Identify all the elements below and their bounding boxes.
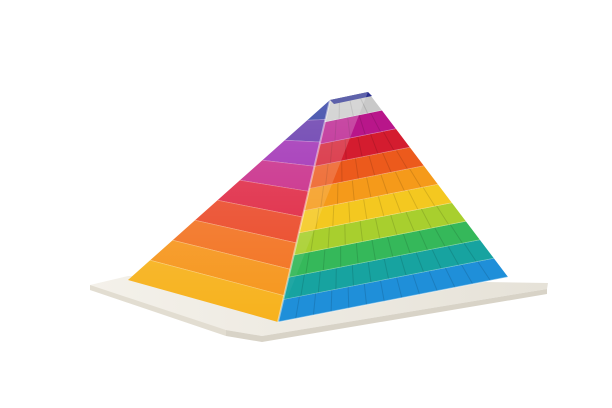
front-face-tile-line	[351, 180, 355, 202]
front-face-tile-line	[370, 133, 379, 155]
front-face-tile-line	[344, 224, 346, 246]
front-face-tile-line	[363, 199, 368, 220]
front-face-tile-line	[395, 149, 409, 170]
front-face-tile-line	[327, 227, 330, 249]
front-face-tile-line	[330, 290, 333, 312]
front-face-tile-line	[390, 214, 398, 236]
front-face-tile-line	[377, 196, 385, 217]
front-face-tile-line	[392, 193, 402, 214]
front-face-tile-line	[422, 187, 436, 207]
front-face-tile-line	[358, 115, 366, 136]
front-face-tile-line	[399, 255, 407, 276]
front-face-row	[283, 240, 494, 300]
front-face-tile-line	[444, 267, 456, 288]
front-face-tile-line	[409, 168, 422, 189]
front-face-tile-line	[396, 277, 403, 298]
front-face-tile-line	[463, 242, 477, 263]
front-face-tile-line	[380, 280, 385, 302]
front-face-tile-line	[418, 230, 429, 251]
front-face-tile-line	[428, 271, 438, 291]
front-face-tile-line	[405, 211, 415, 232]
front-face-row	[309, 147, 424, 189]
front-face-tile-line	[420, 208, 432, 229]
front-face-tile-line	[363, 283, 367, 305]
front-face-tile-line	[407, 190, 419, 210]
front-face-tile-line	[300, 274, 305, 297]
front-face-tile-line	[347, 287, 350, 309]
front-face-tile-line	[322, 249, 326, 271]
front-face-tile-line	[434, 227, 446, 248]
front-face-tile-line	[415, 252, 425, 273]
front-face-tile-line	[332, 205, 335, 227]
front-face-tile-line	[374, 217, 381, 239]
front-face-tile-line	[312, 293, 317, 316]
left-face-sheen	[128, 92, 368, 322]
front-face-tile-line	[348, 202, 351, 224]
front-face-tile-line	[402, 233, 411, 254]
front-face-row	[304, 166, 438, 211]
front-face-tile-line	[394, 171, 405, 192]
front-face-row	[288, 221, 480, 278]
base-plate-edge-left	[90, 285, 226, 336]
front-face-row	[298, 184, 452, 234]
front-face-tile-line	[368, 155, 376, 176]
pyramid-group	[90, 91, 548, 342]
base-plate-edge	[226, 289, 547, 342]
front-face-row	[293, 203, 466, 256]
front-face-tile-line	[351, 265, 354, 287]
front-face-tile-line	[383, 258, 390, 280]
front-face-tile-line	[355, 243, 359, 264]
front-face-tile-line	[305, 252, 310, 275]
front-face-tile-line	[357, 136, 363, 158]
front-face-ridge	[277, 276, 509, 323]
front-face-tile-line	[387, 236, 394, 258]
front-face-tile-line	[412, 274, 420, 295]
front-face-tile-line	[382, 152, 392, 173]
front-face-tile-line	[359, 221, 364, 242]
front-face-tile-line	[380, 174, 389, 195]
front-face-tile-line	[447, 246, 460, 266]
front-face-tile-line	[371, 239, 376, 261]
front-face-tile-line	[436, 205, 450, 226]
front-face-tile-line	[310, 230, 315, 253]
front-face-tile-line	[382, 131, 395, 151]
front-face-tile-line	[370, 112, 382, 133]
front-face-tile-line	[477, 261, 491, 281]
front-face-tile-line	[366, 177, 372, 198]
front-face-row	[278, 258, 508, 322]
front-face-tile-line	[367, 261, 372, 283]
front-face-tile-line	[354, 158, 359, 180]
front-face-tile-line	[295, 296, 300, 319]
front-face-tile-line	[449, 224, 464, 244]
front-face-tile-line	[431, 249, 442, 270]
front-face-tile-line	[461, 264, 474, 285]
front-face-tile-line	[317, 271, 321, 293]
